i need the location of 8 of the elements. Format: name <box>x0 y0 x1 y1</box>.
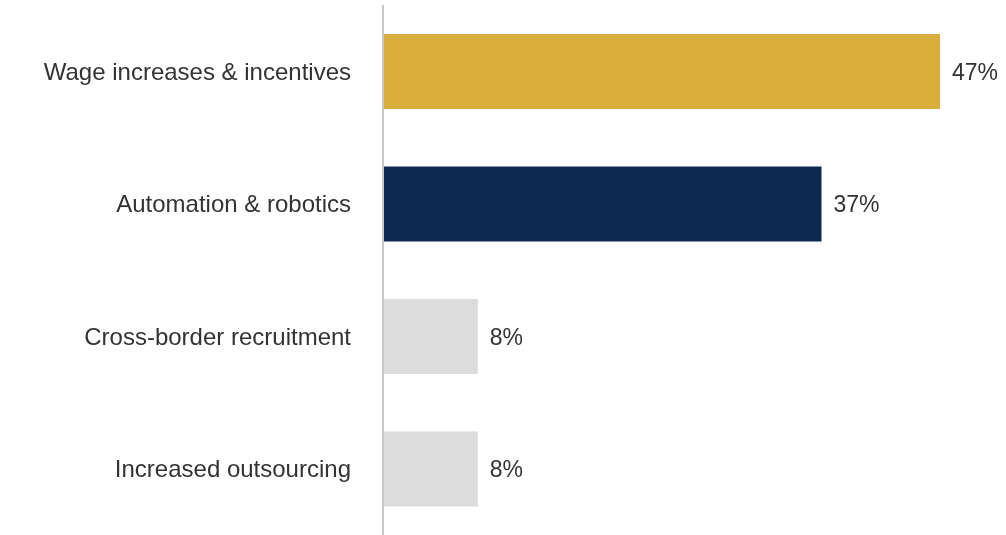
data-label: 47% <box>952 58 999 85</box>
data-label: 8% <box>489 323 524 350</box>
y-tick-label: Cross-border recruitment <box>84 322 352 350</box>
y-tick-label: Wage increases & incentives <box>43 57 351 85</box>
y-tick-label: Increased outsourcing <box>114 455 351 483</box>
data-label: 37% <box>833 191 880 217</box>
y-tick-label: Automation & robotics <box>116 190 351 218</box>
data-label: 8% <box>489 456 524 482</box>
